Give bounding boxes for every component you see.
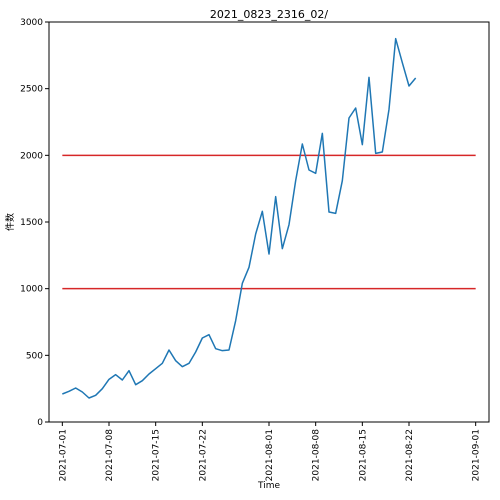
- y-axis-label: 件数: [4, 213, 16, 231]
- x-tick-label: 2021-08-01: [265, 429, 275, 481]
- y-tick-label: 0: [37, 418, 43, 428]
- series-line-0: [62, 37, 417, 399]
- y-tick-label: 3000: [20, 18, 43, 28]
- x-tick-label: 2021-07-01: [58, 429, 68, 481]
- x-tick-label: 2021-09-01: [472, 429, 482, 481]
- y-axis: 0 500 1000 1500 2000 2500 3000: [20, 18, 49, 428]
- series-layer: [62, 37, 417, 399]
- y-tick-label: 1500: [20, 218, 43, 228]
- y-tick-label: 1000: [20, 285, 43, 295]
- x-axis-label: Time: [257, 481, 280, 491]
- x-tick-label: 2021-08-08: [312, 429, 322, 482]
- x-tick-label: 2021-07-08: [105, 429, 115, 482]
- y-tick-label: 500: [26, 351, 43, 361]
- x-tick-label: 2021-07-22: [198, 429, 208, 481]
- plot-frame: [48, 21, 490, 423]
- x-axis: 2021-07-01 2021-07-08 2021-07-15 2021-07-22…: [58, 422, 482, 482]
- y-tick-label: 2500: [20, 85, 43, 95]
- x-tick-label: 2021-08-22: [405, 429, 415, 481]
- y-tick-label: 2000: [20, 151, 43, 161]
- chart-title: 2021_0823_2316_02/: [210, 8, 328, 21]
- x-tick-label: 2021-08-15: [358, 429, 368, 481]
- x-tick-label: 2021-07-15: [152, 429, 162, 481]
- reference-lines: [62, 154, 476, 290]
